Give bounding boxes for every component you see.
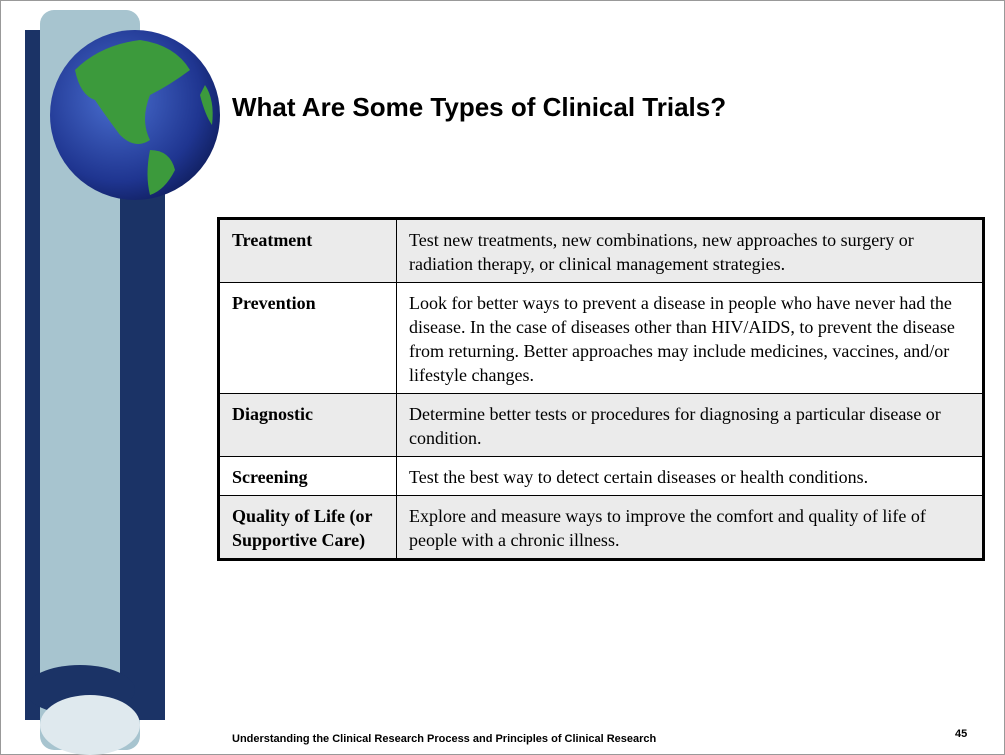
page-number: 45 [955, 728, 968, 740]
table-row: Prevention Look for better ways to preven… [218, 282, 984, 394]
trial-type: Treatment [218, 218, 397, 283]
globe-land [75, 40, 190, 144]
trial-description: Determine better tests or procedures for… [396, 393, 984, 457]
trial-types-table: Treatment Test new treatments, new combin… [217, 217, 985, 561]
trial-description: Look for better ways to prevent a diseas… [396, 282, 984, 394]
trial-type: Prevention [218, 282, 397, 394]
table-row: Screening Test the best way to detect cer… [218, 456, 984, 496]
trial-description: Test new treatments, new combinations, n… [396, 218, 984, 283]
trial-type: Screening [218, 456, 397, 496]
footer-text: Understanding the Clinical Research Proc… [232, 733, 657, 745]
trial-type: Quality of Life (or Supportive Care) [218, 495, 397, 560]
table-row: Treatment Test new treatments, new combin… [218, 218, 984, 283]
globe-land [147, 150, 175, 195]
table-row: Diagnostic Determine better tests or proc… [218, 393, 984, 457]
navy-bar [120, 130, 165, 720]
trial-description: Explore and measure ways to improve the … [396, 495, 984, 560]
globe-land [200, 85, 213, 125]
decoration [25, 10, 220, 755]
slide-title: What Are Some Types of Clinical Trials? [232, 92, 727, 122]
trial-description: Test the best way to detect certain dise… [396, 456, 984, 496]
table-row: Quality of Life (or Supportive Care) Expl… [218, 495, 984, 560]
oval [40, 695, 140, 755]
trial-type: Diagnostic [218, 393, 397, 457]
